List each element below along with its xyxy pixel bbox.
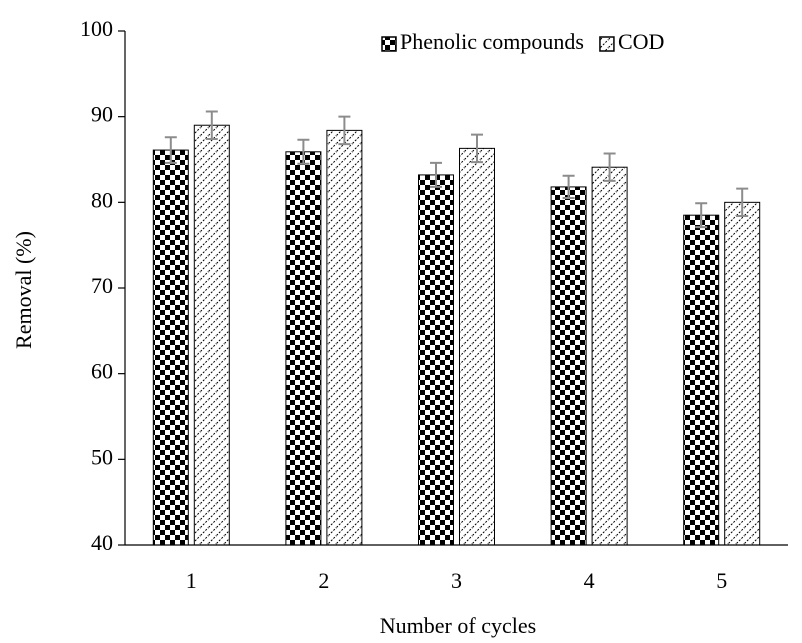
x-axis-label: Number of cycles xyxy=(380,613,536,638)
y-tick-label: 40 xyxy=(91,530,113,555)
bar xyxy=(591,166,628,546)
y-axis-label: Removal (%) xyxy=(11,231,36,349)
error-bar xyxy=(430,161,442,188)
x-tick-label: 5 xyxy=(716,568,727,593)
y-tick-label: 50 xyxy=(91,444,113,469)
x-tick-label: 4 xyxy=(584,568,595,593)
bar xyxy=(193,124,230,546)
error-bar xyxy=(297,138,310,165)
y-tick-label: 80 xyxy=(91,187,113,212)
legend-label: Phenolic compounds xyxy=(400,29,584,54)
legend-swatch xyxy=(381,36,397,52)
x-tick-label: 3 xyxy=(451,568,462,593)
bar xyxy=(285,151,322,546)
bar xyxy=(724,201,761,546)
x-tick-label: 2 xyxy=(318,568,329,593)
legend-label: COD xyxy=(618,29,664,54)
bar xyxy=(418,174,454,546)
bar xyxy=(152,149,189,546)
bar xyxy=(550,186,587,546)
y-tick-label: 90 xyxy=(91,102,113,127)
error-bar xyxy=(695,202,708,229)
y-tick-label: 70 xyxy=(91,273,113,298)
error-bar xyxy=(562,174,575,200)
y-tick-label: 60 xyxy=(91,359,113,384)
error-bar xyxy=(603,152,616,182)
error-bar xyxy=(338,115,351,146)
x-tick-label: 1 xyxy=(186,568,197,593)
error-bar xyxy=(164,136,177,164)
y-tick-label: 100 xyxy=(80,16,113,41)
bar xyxy=(326,129,363,546)
error-bar xyxy=(205,110,218,140)
legend-swatch xyxy=(599,36,615,52)
error-bar xyxy=(471,133,483,164)
bar xyxy=(683,214,720,546)
bar xyxy=(459,147,495,546)
error-bar xyxy=(736,187,749,218)
